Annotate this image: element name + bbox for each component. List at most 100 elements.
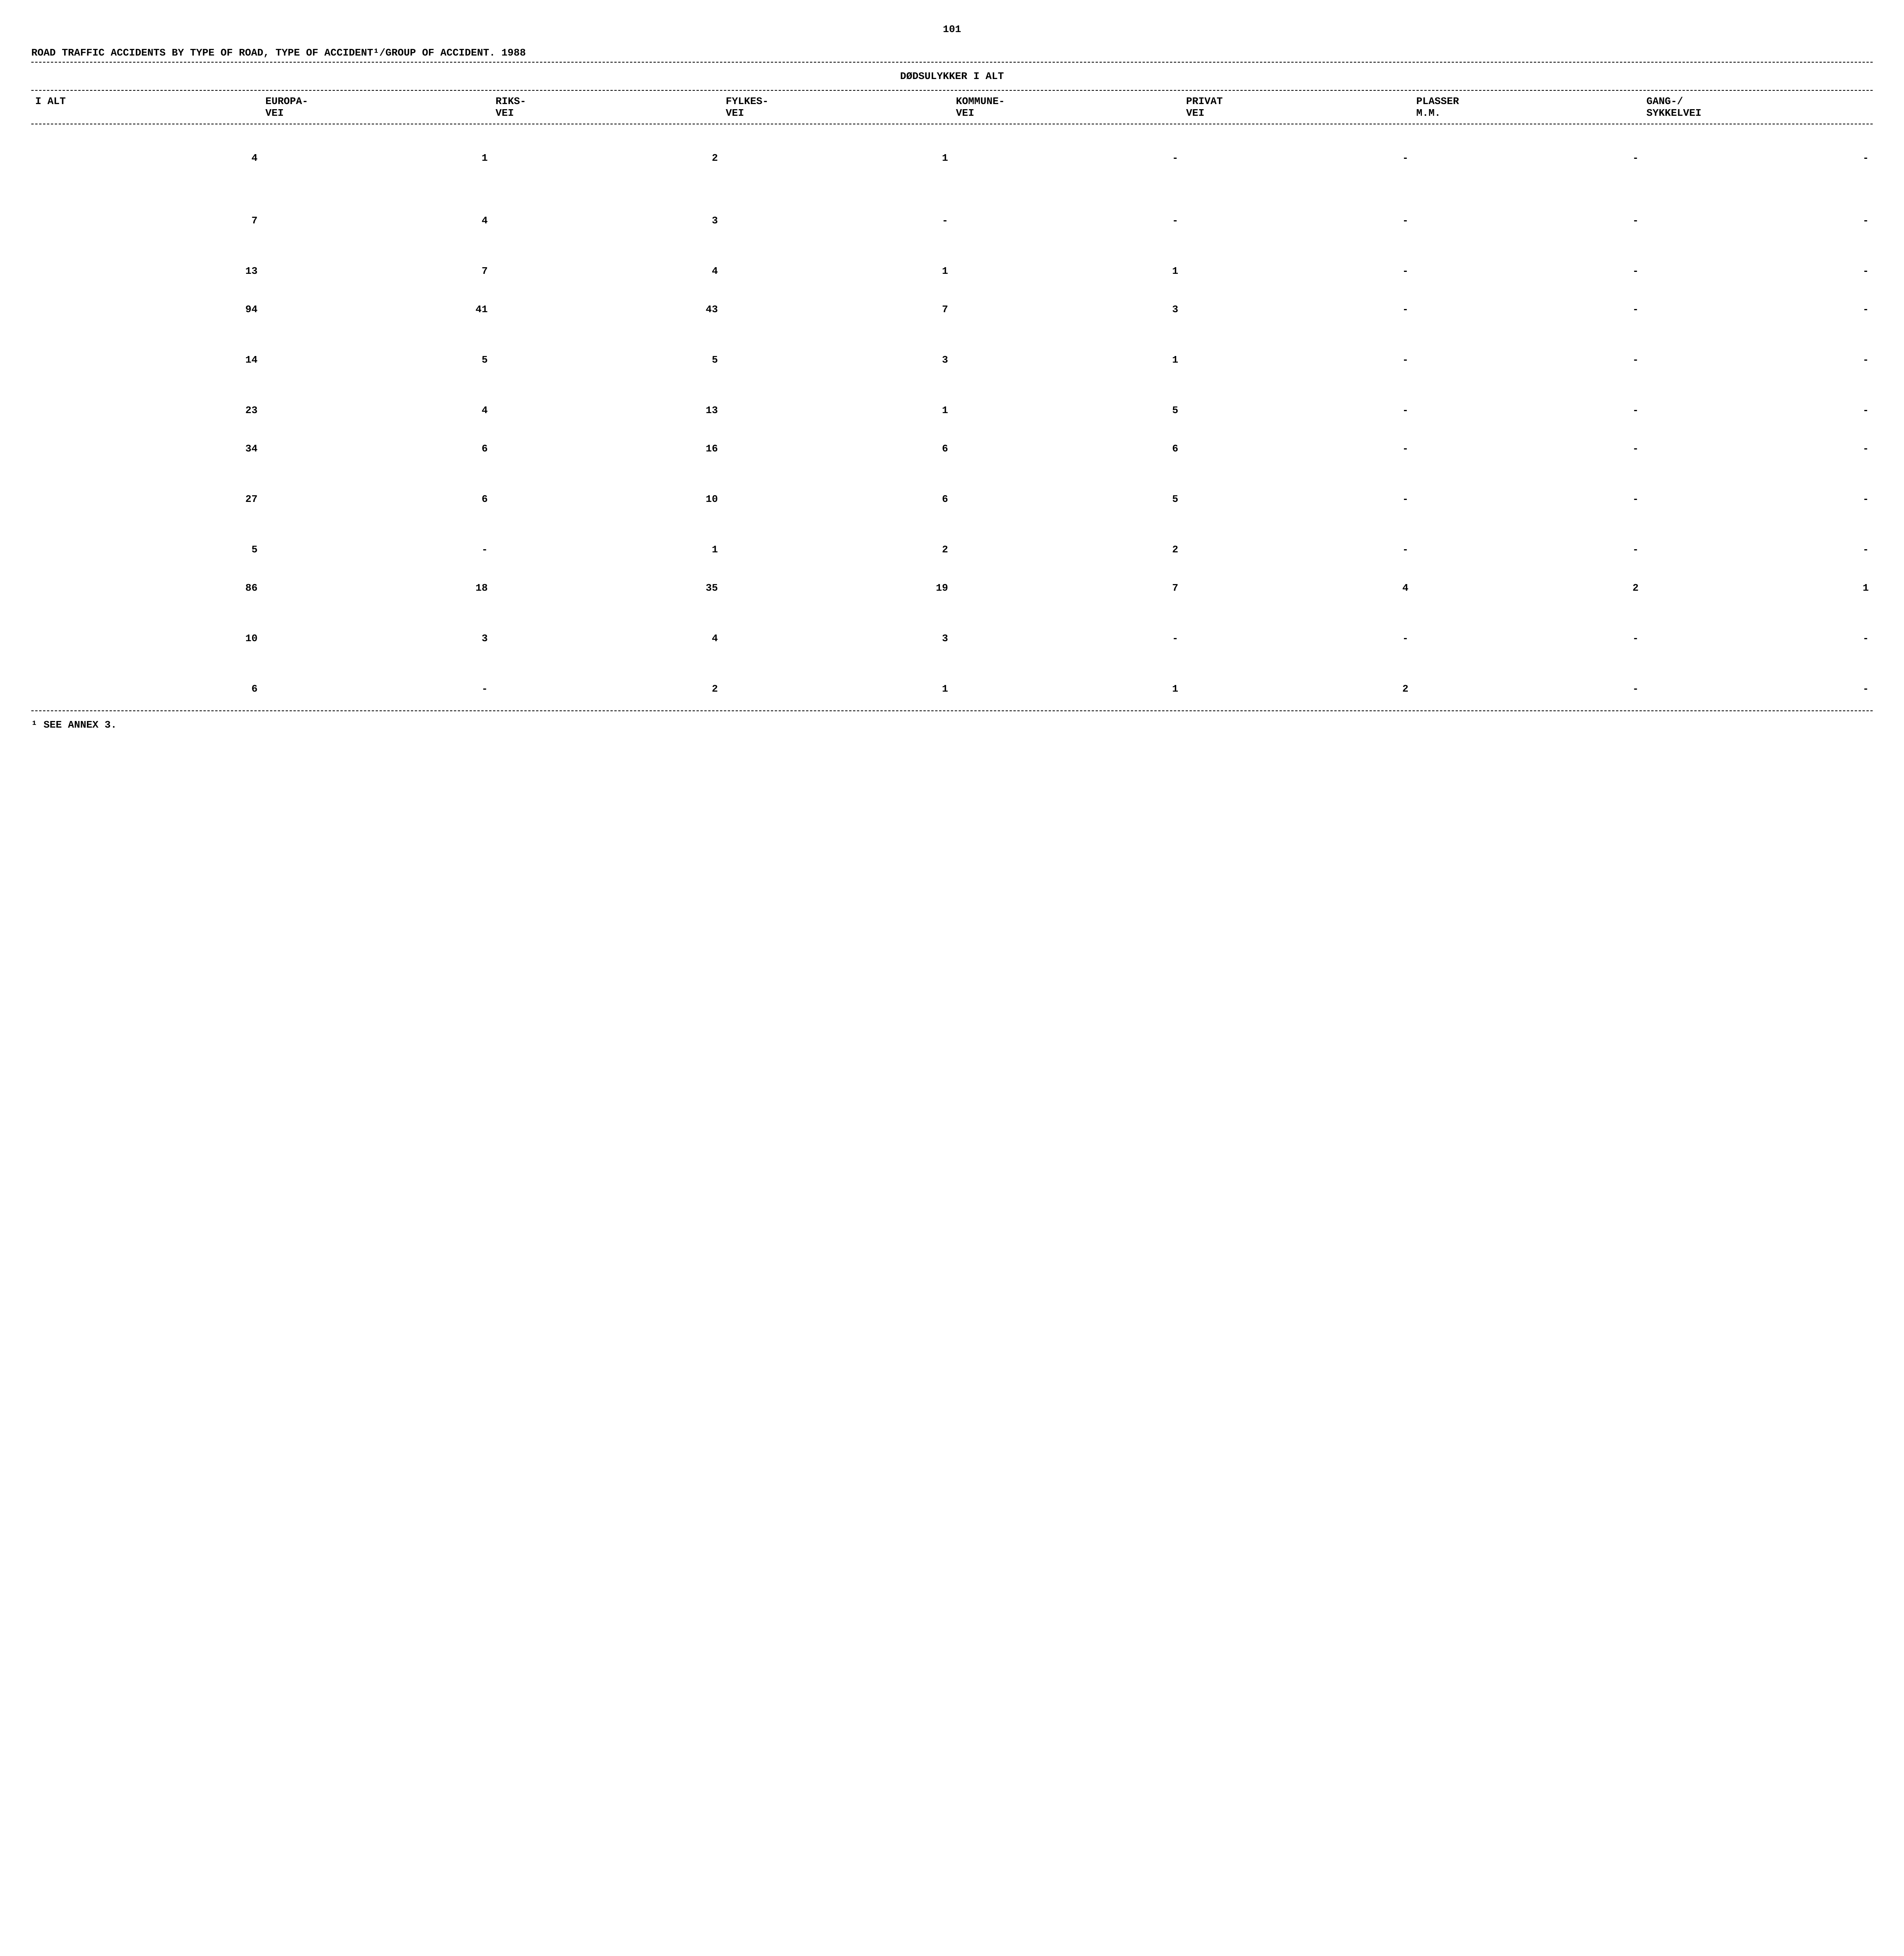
column-header: PLASSERM.M. bbox=[1413, 93, 1643, 121]
table-cell: 2 bbox=[1182, 670, 1412, 708]
table-cell: - bbox=[952, 127, 1182, 189]
column-header: I ALT bbox=[31, 93, 261, 121]
table-cell: 86 bbox=[31, 569, 261, 607]
table-cell: - bbox=[1643, 430, 1873, 468]
table-cell: - bbox=[1413, 430, 1643, 468]
table-cell: - bbox=[1413, 252, 1643, 290]
table-cell: 1 bbox=[722, 127, 952, 189]
column-header-line2: VEI bbox=[1186, 107, 1408, 119]
table-cell: - bbox=[1182, 430, 1412, 468]
column-header: FYLKES-VEI bbox=[722, 93, 952, 121]
table-cell: 1 bbox=[952, 329, 1182, 391]
header-row: I ALTEUROPA-VEIRIKS-VEIFYLKES-VEIKOMMUNE… bbox=[31, 93, 1873, 121]
table-cell: - bbox=[1643, 252, 1873, 290]
table-cell: 23 bbox=[31, 391, 261, 430]
table-cell: - bbox=[952, 607, 1182, 670]
column-header-line1: FYLKES- bbox=[726, 95, 948, 107]
table-cell: 3 bbox=[261, 607, 491, 670]
table-cell: 2 bbox=[1413, 569, 1643, 607]
table-cell: 34 bbox=[31, 430, 261, 468]
table-cell: 10 bbox=[492, 468, 722, 530]
table-cell: 27 bbox=[31, 468, 261, 530]
table-cell: - bbox=[261, 670, 491, 708]
table-cell: 7 bbox=[722, 290, 952, 329]
table-cell: 18 bbox=[261, 569, 491, 607]
table-cell: 7 bbox=[952, 569, 1182, 607]
divider-mid bbox=[31, 90, 1873, 91]
table-cell: 14 bbox=[31, 329, 261, 391]
column-header-line2: VEI bbox=[956, 107, 1178, 119]
table-cell: - bbox=[1182, 391, 1412, 430]
table-row: 2341315--- bbox=[31, 391, 1873, 430]
table-cell: 35 bbox=[492, 569, 722, 607]
table-cell: - bbox=[722, 189, 952, 252]
table-cell: 5 bbox=[261, 329, 491, 391]
table-cell: - bbox=[1643, 127, 1873, 189]
table-cell: 10 bbox=[31, 607, 261, 670]
column-header-line2: VEI bbox=[726, 107, 948, 119]
table-cell: 41 bbox=[261, 290, 491, 329]
table-body: 4121----743-----137411---94414373---1455… bbox=[31, 121, 1873, 708]
table-row: 743----- bbox=[31, 189, 1873, 252]
column-header-line1: KOMMUNE- bbox=[956, 95, 1178, 107]
table-cell: 1 bbox=[952, 252, 1182, 290]
table-cell: 2 bbox=[952, 530, 1182, 569]
table-row: 145531--- bbox=[31, 329, 1873, 391]
table-cell: - bbox=[1643, 329, 1873, 391]
table-cell: 2 bbox=[722, 530, 952, 569]
table-cell: 6 bbox=[722, 468, 952, 530]
column-header: GANG-/SYKKELVEI bbox=[1643, 93, 1873, 121]
table-cell: 94 bbox=[31, 290, 261, 329]
table-cell: 43 bbox=[492, 290, 722, 329]
footnote: ¹ SEE ANNEX 3. bbox=[31, 719, 1873, 731]
column-header: RIKS-VEI bbox=[492, 93, 722, 121]
table-cell: - bbox=[1182, 189, 1412, 252]
column-header: KOMMUNE-VEI bbox=[952, 93, 1182, 121]
table-cell: 4 bbox=[492, 252, 722, 290]
table-cell: 4 bbox=[261, 189, 491, 252]
table-cell: - bbox=[1643, 607, 1873, 670]
table-cell: 3 bbox=[722, 329, 952, 391]
column-header-line1: RIKS- bbox=[496, 95, 718, 107]
table-cell: - bbox=[952, 189, 1182, 252]
table-cell: - bbox=[1182, 290, 1412, 329]
table-cell: 6 bbox=[261, 430, 491, 468]
table-cell: - bbox=[1182, 127, 1412, 189]
column-header-line2: I ALT bbox=[35, 95, 257, 107]
table-row: 2761065--- bbox=[31, 468, 1873, 530]
column-header-line1: EUROPA- bbox=[265, 95, 488, 107]
table-cell: 3 bbox=[722, 607, 952, 670]
table-cell: 7 bbox=[31, 189, 261, 252]
table-cell: - bbox=[1413, 329, 1643, 391]
table-cell: 1 bbox=[722, 391, 952, 430]
table-cell: - bbox=[1413, 290, 1643, 329]
table-cell: - bbox=[1643, 290, 1873, 329]
column-header-line2: M.M. bbox=[1416, 107, 1639, 119]
table-row: 3461666--- bbox=[31, 430, 1873, 468]
table-cell: 5 bbox=[952, 391, 1182, 430]
table-cell: 4 bbox=[261, 391, 491, 430]
table-cell: 6 bbox=[31, 670, 261, 708]
table-cell: 5 bbox=[952, 468, 1182, 530]
table-cell: - bbox=[1643, 468, 1873, 530]
table-cell: 4 bbox=[492, 607, 722, 670]
table-cell: 1 bbox=[1643, 569, 1873, 607]
table-cell: 6 bbox=[261, 468, 491, 530]
table-cell: 4 bbox=[1182, 569, 1412, 607]
table-row: 10343---- bbox=[31, 607, 1873, 670]
page-number: 101 bbox=[31, 23, 1873, 35]
table-cell: 19 bbox=[722, 569, 952, 607]
table-cell: 5 bbox=[31, 530, 261, 569]
table-cell: 13 bbox=[31, 252, 261, 290]
table-cell: - bbox=[261, 530, 491, 569]
table-cell: 4 bbox=[31, 127, 261, 189]
table-cell: 13 bbox=[492, 391, 722, 430]
section-header: DØDSULYKKER I ALT bbox=[31, 65, 1873, 88]
table-cell: - bbox=[1643, 189, 1873, 252]
table-cell: - bbox=[1643, 530, 1873, 569]
table-cell: - bbox=[1413, 607, 1643, 670]
table-row: 137411--- bbox=[31, 252, 1873, 290]
table-cell: 1 bbox=[492, 530, 722, 569]
table-cell: 1 bbox=[722, 252, 952, 290]
table-row: 5-122--- bbox=[31, 530, 1873, 569]
